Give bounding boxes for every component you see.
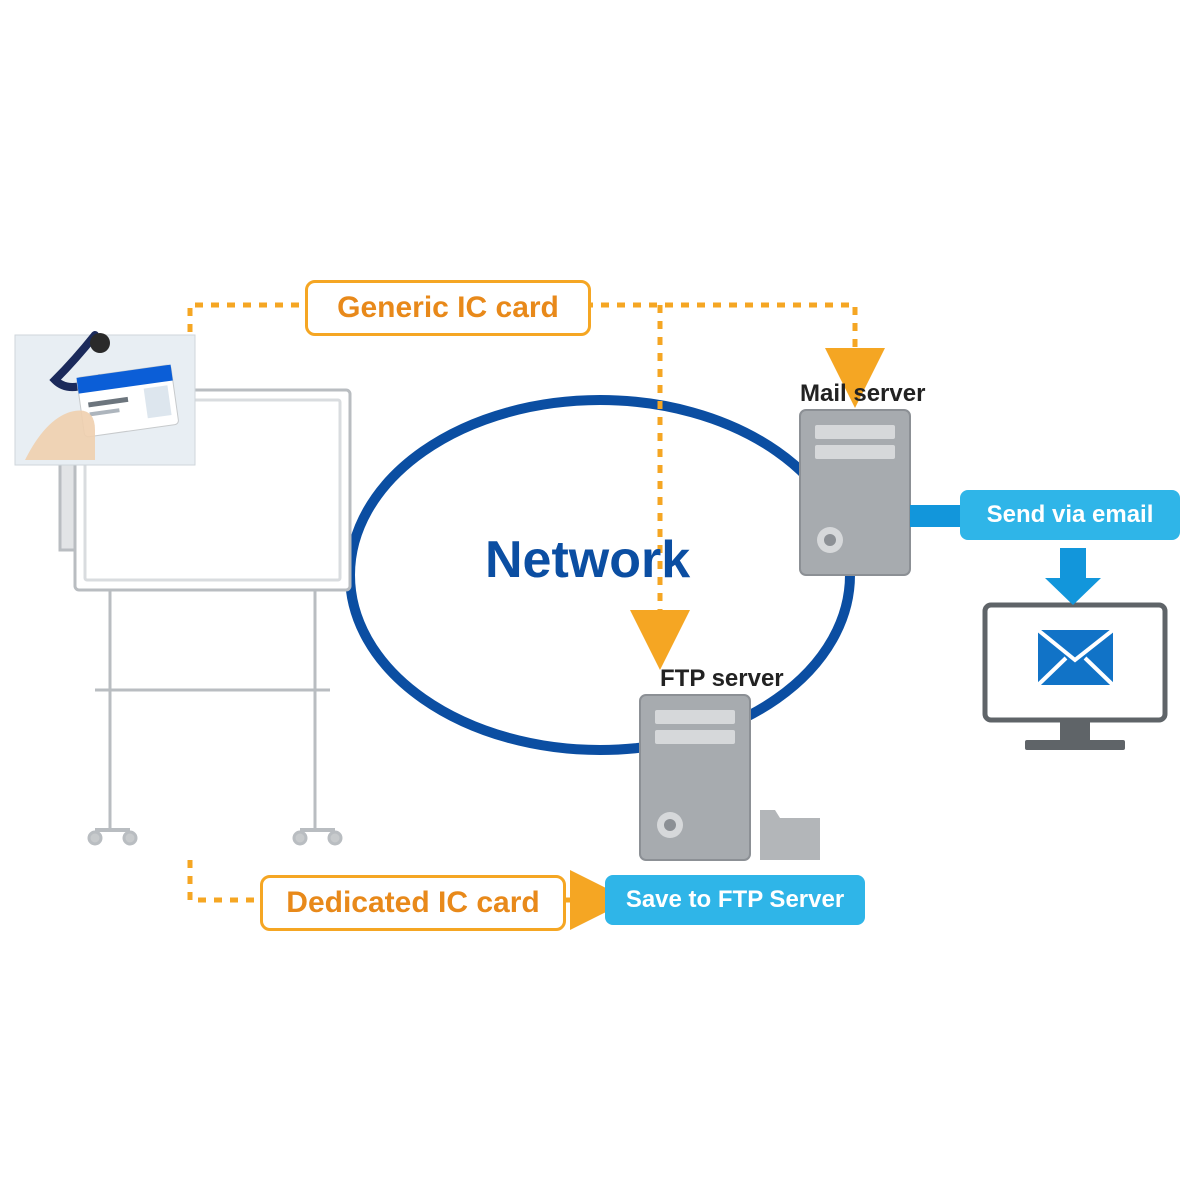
ftp-server-text: FTP server bbox=[660, 665, 784, 692]
diagram-stage: Generic IC card Dedicated IC card Send v… bbox=[0, 0, 1200, 1200]
mail-server-label: Mail server bbox=[800, 380, 925, 408]
network-label: Network bbox=[485, 530, 690, 590]
generic-ic-card-label: Generic IC card bbox=[305, 280, 591, 336]
ftp-server-label: FTP server bbox=[660, 665, 784, 693]
mail-server-text: Mail server bbox=[800, 380, 925, 407]
send-email-text: Send via email bbox=[987, 501, 1154, 529]
dedicated-ic-text: Dedicated IC card bbox=[286, 886, 539, 920]
save-ftp-box: Save to FTP Server bbox=[605, 875, 865, 925]
dedicated-ic-card-label: Dedicated IC card bbox=[260, 875, 566, 931]
generic-ic-text: Generic IC card bbox=[337, 291, 559, 325]
send-via-email-box: Send via email bbox=[960, 490, 1180, 540]
save-ftp-text: Save to FTP Server bbox=[626, 886, 844, 914]
email-down-arrow-icon bbox=[0, 0, 1200, 1200]
network-text: Network bbox=[485, 531, 690, 589]
